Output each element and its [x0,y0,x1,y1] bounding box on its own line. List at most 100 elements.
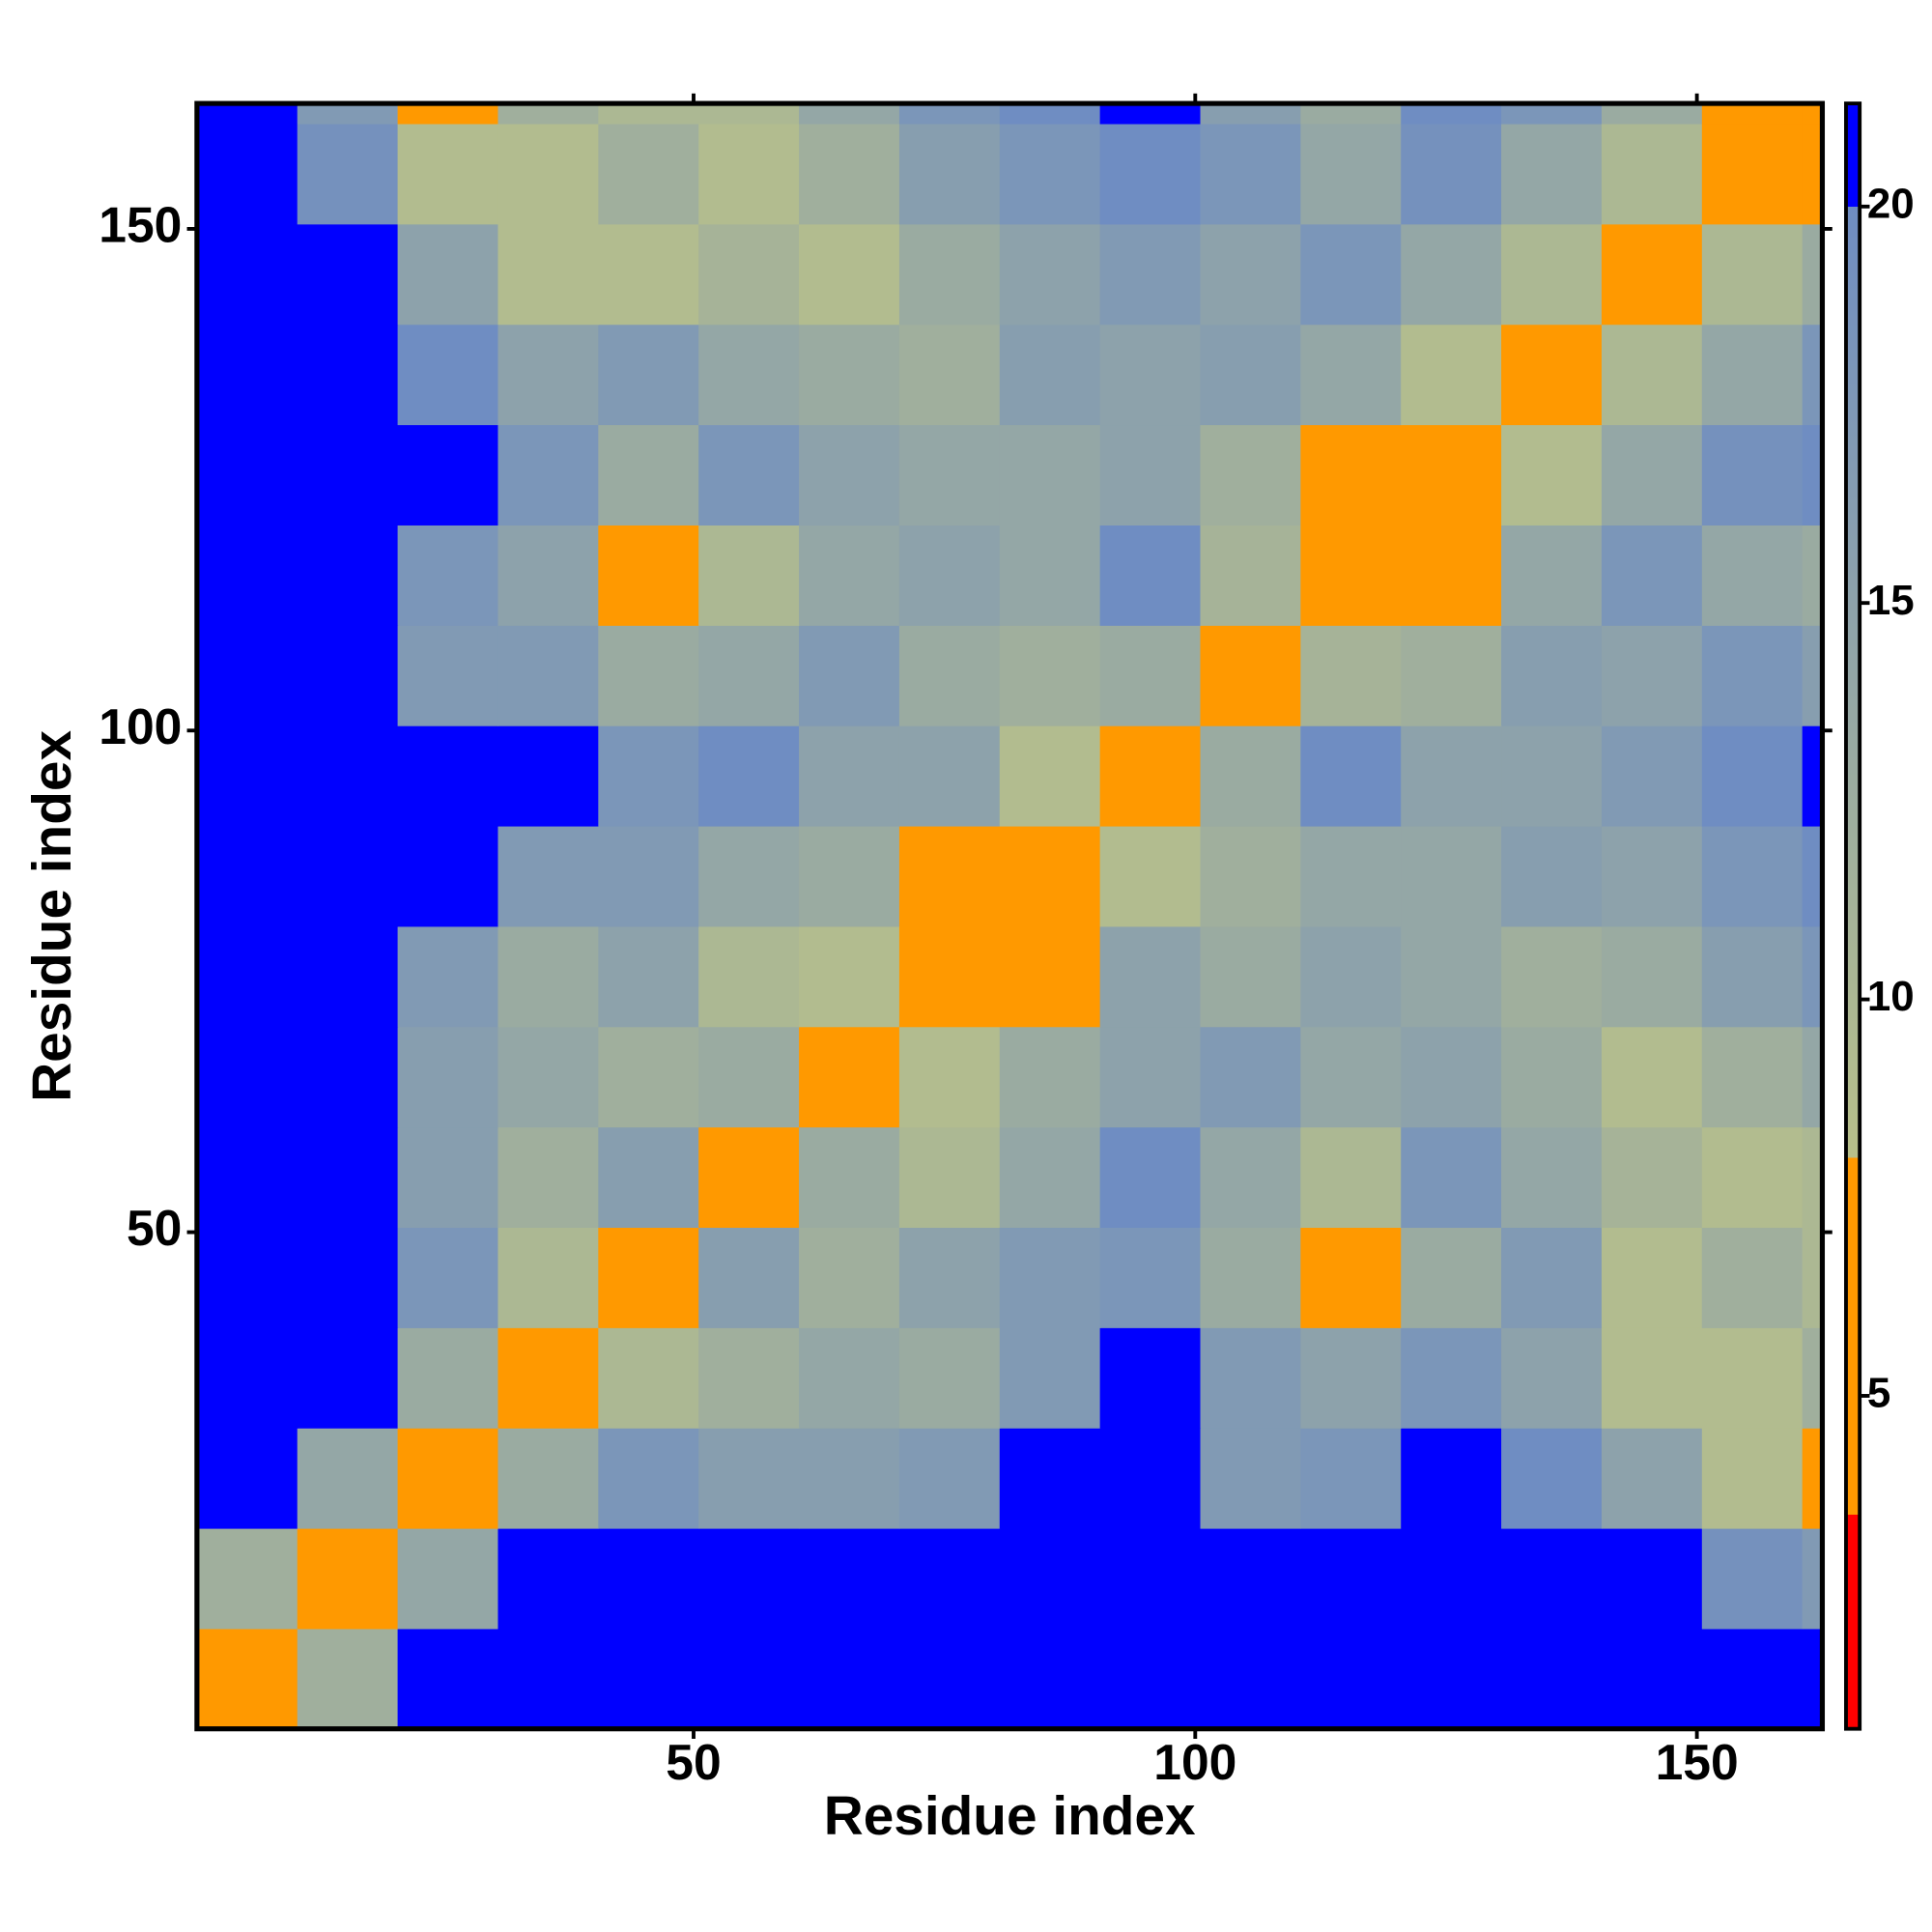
heatmap-cell [1300,1628,1402,1730]
heatmap-cell [799,1327,900,1429]
heatmap-cell [1300,525,1402,626]
heatmap-cell [1401,1026,1502,1128]
heatmap-cell [1099,123,1202,225]
heatmap-cell [1401,103,1502,125]
heatmap-cell [598,825,699,927]
heatmap-cell [397,223,499,326]
heatmap-cell [799,223,900,326]
heatmap-cell [1200,1428,1302,1529]
heatmap-cell [1501,825,1603,927]
heatmap-cell [1601,1428,1703,1529]
heatmap-cell [698,925,800,1028]
heatmap-cell [196,1527,298,1630]
heatmap-cell [698,1628,800,1730]
heatmap-cell [1300,625,1402,726]
heatmap-cell [598,123,699,225]
heatmap-cell [999,725,1101,827]
heatmap-cell [1099,725,1202,827]
heatmap-cell [698,1126,800,1229]
heatmap-cell [297,625,399,726]
heatmap-cell [1300,925,1402,1028]
heatmap-cell [1501,525,1603,626]
heatmap-cell [1300,123,1402,225]
heatmap-cell [598,1428,699,1529]
heatmap-cell [497,123,599,225]
heatmap-cell [1701,123,1804,225]
heatmap-cell [999,1628,1101,1730]
heatmap-cell [799,1126,900,1229]
heatmap-cell [497,223,599,326]
heatmap-cell [1601,1126,1703,1229]
heatmap-cell [1200,925,1302,1028]
heatmap-cell [1300,223,1402,326]
heatmap-cell [397,1227,499,1328]
heatmap-cell [397,123,499,225]
heatmap-cell [297,123,399,225]
colorbar: 5 10 15 20 [1844,101,1915,1731]
heatmap-cell [698,324,800,426]
heatmap-cell [999,1527,1101,1630]
heatmap-cell [598,324,699,426]
heatmap-cell [297,1126,399,1229]
heatmap-cell [799,525,900,626]
heatmap-cell [1601,1327,1703,1429]
heatmap-cell [799,1026,900,1128]
heatmap-cell [698,123,800,225]
heatmap-cell [1601,725,1703,827]
heatmap-cell [397,525,499,626]
heatmap-cell [799,1227,900,1328]
heatmap-cell [799,625,900,726]
heatmap-cell [698,1227,800,1328]
heatmap-cell [1802,223,1824,326]
heatmap-cell [297,725,399,827]
heatmap-cell [196,424,298,526]
heatmap-cell [999,123,1101,225]
heatmap-cell [799,1428,900,1529]
heatmap-cell [1200,1327,1302,1429]
heatmap-cell [698,825,800,927]
heatmap-cell [1200,103,1302,125]
colorbar-tick-label: 15 [1867,577,1915,624]
heatmap-cell [898,1428,1001,1529]
heatmap-cell [497,1628,599,1730]
heatmap-cell [898,103,1001,125]
heatmap-cell [297,223,399,326]
heatmap-cell [999,525,1101,626]
heatmap-cell [698,223,800,326]
heatmap-cell [1200,424,1302,526]
heatmap-cell [1701,1227,1804,1328]
heatmap-cell [1401,925,1502,1028]
heatmap-cell [1802,625,1824,726]
heatmap-cell [497,525,599,626]
heatmap-cell [799,925,900,1028]
heatmap-cell [1501,1026,1603,1128]
heatmap-cell [1701,103,1804,125]
heatmap-cell [598,1227,699,1328]
heatmap-cell [1501,123,1603,225]
heatmap-cell [1802,1327,1824,1429]
heatmap-cell [698,1026,800,1128]
plot-frame [194,100,1826,1732]
heatmap-cell [1300,825,1402,927]
heatmap-cell [1099,1227,1202,1328]
heatmap-cell [799,825,900,927]
heatmap-cell [1200,1126,1302,1229]
heatmap-cell [397,1126,499,1229]
heatmap-cell [297,324,399,426]
heatmap-cell [898,324,1001,426]
heatmap-cell [1601,1026,1703,1128]
heatmap-cell [1601,103,1703,125]
heatmap-cell [1401,123,1502,225]
heatmap-cell [497,1527,599,1630]
heatmap-cell [1802,725,1824,827]
heatmap-cell [1200,324,1302,426]
heatmap-cell [1099,1628,1202,1730]
y-tick-label: 50 [127,1200,182,1256]
heatmap-cell [999,825,1101,927]
heatmap-cell [698,625,800,726]
heatmap-cell [1802,1126,1824,1229]
heatmap-cell [1200,825,1302,927]
heatmap-cell [1501,103,1603,125]
heatmap-cell [1200,625,1302,726]
